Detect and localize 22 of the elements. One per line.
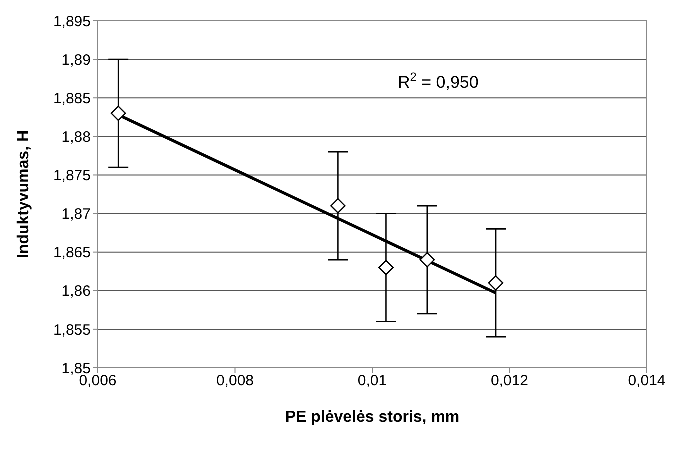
point xyxy=(488,276,504,291)
y-tick-label: 1,885 xyxy=(53,90,91,108)
point xyxy=(420,252,436,268)
y-tick-label: 1,895 xyxy=(53,13,91,30)
point xyxy=(110,106,126,122)
y-tick-label: 1,89 xyxy=(62,52,91,69)
x-axis-title: PE plėvelės storis, mm xyxy=(285,409,460,426)
y-tick-label: 1,86 xyxy=(62,283,91,300)
x-tick-label: 0,014 xyxy=(628,372,666,390)
y-tick-label: 1,875 xyxy=(53,168,91,185)
x-tick-label: 0,01 xyxy=(358,372,388,390)
y-tick-label: 1,87 xyxy=(62,206,91,224)
x-tick-label: 0,012 xyxy=(490,372,529,390)
y-axis-title: Induktyvumas, H xyxy=(16,130,33,259)
y-tick-label: 1,88 xyxy=(62,128,91,146)
x-tick-label: 0,006 xyxy=(79,372,117,390)
annotation: R$^{2}$ = 0,950 xyxy=(398,70,479,92)
y-tick-label: 1,865 xyxy=(53,244,91,262)
point xyxy=(378,260,394,276)
y-tick-label: 1,855 xyxy=(53,322,91,339)
point xyxy=(330,198,346,214)
x-tick-label: 0,008 xyxy=(216,372,254,390)
